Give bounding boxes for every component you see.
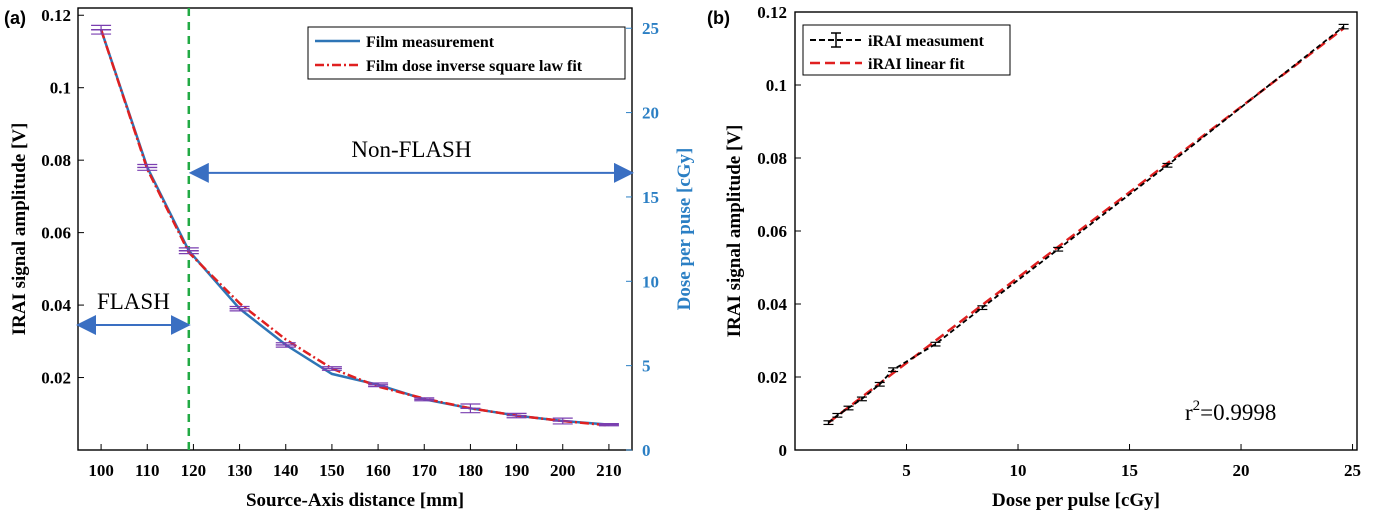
x-tick-label: 150 (319, 461, 345, 480)
panel-b-label: (b) (707, 8, 730, 28)
r-squared-superscript: 2 (1193, 398, 1201, 414)
y-tick-label: 0.06 (41, 224, 71, 243)
panel-a-legend-box (307, 26, 626, 80)
x-tick-label: 110 (135, 461, 160, 480)
y-tick-label: 0.12 (757, 3, 787, 22)
panel-a-y-axis-title: IRAI signal amplitude [V] (9, 123, 30, 336)
y2-tick-label: 5 (642, 357, 651, 376)
panel-b: (b) 5 10 15 20 25 0 0.02 0.04 0.06 0.08 0.1 0.12 D… (707, 3, 1361, 511)
x-tick-label: 120 (181, 461, 207, 480)
y-tick-label: 0.08 (757, 149, 787, 168)
x-tick-label: 25 (1344, 461, 1361, 480)
y2-tick-label: 20 (642, 104, 659, 123)
panel-a-plot-frame (77, 7, 633, 451)
panel-b-y-axis: 0 0.02 0.04 0.06 0.08 0.1 0.12 (757, 3, 801, 460)
panel-b-x-axis: 5 10 15 20 25 (902, 444, 1361, 480)
legend-label-inverse-square-fit: Film dose inverse square law fit (366, 58, 583, 75)
y-tick-label: 0.1 (766, 76, 787, 95)
panel-a-y2-axis-title: Dose per puse [cGy] (674, 148, 695, 311)
y-tick-label: 0.04 (41, 296, 71, 315)
inverse-square-fit-line (99, 29, 610, 427)
legend-label-film-measurement: Film measurement (366, 34, 495, 51)
x-tick-label: 15 (1121, 461, 1138, 480)
y2-tick-label: 0 (642, 441, 651, 460)
x-tick-label: 20 (1233, 461, 1250, 480)
x-tick-label: 190 (504, 461, 530, 480)
flash-label: FLASH (97, 289, 170, 314)
y2-tick-label: 10 (642, 272, 659, 291)
panel-a-label: (a) (4, 8, 26, 28)
x-tick-label: 210 (596, 461, 622, 480)
y2-tick-label: 25 (642, 19, 659, 38)
panel-a-y2-axis: 0 5 10 15 20 25 (626, 19, 659, 460)
y-tick-label: 0.02 (41, 369, 71, 388)
x-tick-label: 200 (550, 461, 576, 480)
legend-label-irai-measurement: iRAI measument (868, 33, 985, 50)
y-tick-label: 0.04 (757, 295, 787, 314)
x-tick-label: 100 (88, 461, 114, 480)
r-squared-annotation: r2=0.9998 (1185, 398, 1276, 425)
x-tick-label: 10 (1010, 461, 1027, 480)
panel-a-legend: Film measurement Film dose inverse squar… (307, 26, 626, 80)
x-tick-label: 130 (227, 461, 253, 480)
non-flash-label: Non-FLASH (351, 137, 471, 162)
x-tick-label: 160 (365, 461, 391, 480)
panel-a-x-axis: 100 110 120 130 140 150 160 170 180 190 200 210 (88, 444, 622, 480)
panel-a-y-axis: 0.02 0.04 0.06 0.08 0.1 0.12 (41, 6, 84, 388)
x-tick-label: 140 (273, 461, 299, 480)
y-tick-label: 0.06 (757, 222, 787, 241)
y2-tick-label: 15 (642, 188, 659, 207)
panel-a-x-axis-title: Source-Axis distance [mm] (246, 490, 464, 511)
y-tick-label: 0.08 (41, 151, 71, 170)
x-tick-label: 170 (412, 461, 438, 480)
y-tick-label: 0 (779, 441, 788, 460)
y-tick-label: 0.02 (757, 368, 787, 387)
panel-a: (a) 100 110 120 130 140 150 160 170 180 190 200 210… (4, 6, 695, 511)
legend-label-irai-linear-fit: iRAI linear fit (868, 56, 965, 73)
x-tick-label: 180 (458, 461, 484, 480)
y-tick-label: 0.12 (41, 6, 71, 25)
r-squared-base: r (1185, 400, 1193, 425)
y-tick-label: 0.1 (50, 79, 71, 98)
r-squared-value: =0.9998 (1200, 400, 1276, 425)
panel-b-x-axis-title: Dose per pulse [cGy] (992, 490, 1160, 511)
panel-b-y-axis-title: IRAI signal amplitude [V] (724, 125, 745, 338)
panel-b-legend: iRAI measument iRAI linear fit (802, 24, 1011, 76)
x-tick-label: 5 (902, 461, 911, 480)
